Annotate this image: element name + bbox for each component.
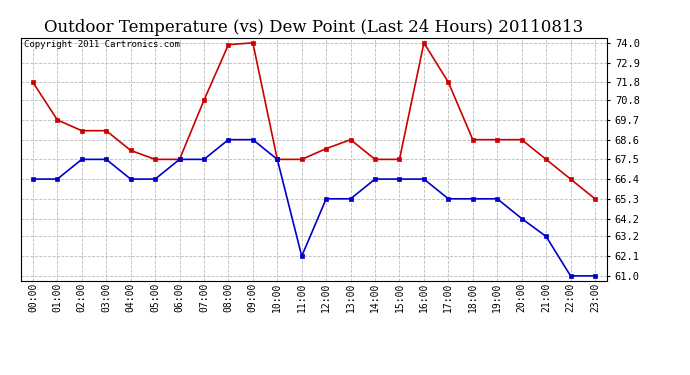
Text: Copyright 2011 Cartronics.com: Copyright 2011 Cartronics.com <box>23 40 179 49</box>
Title: Outdoor Temperature (vs) Dew Point (Last 24 Hours) 20110813: Outdoor Temperature (vs) Dew Point (Last… <box>44 19 584 36</box>
